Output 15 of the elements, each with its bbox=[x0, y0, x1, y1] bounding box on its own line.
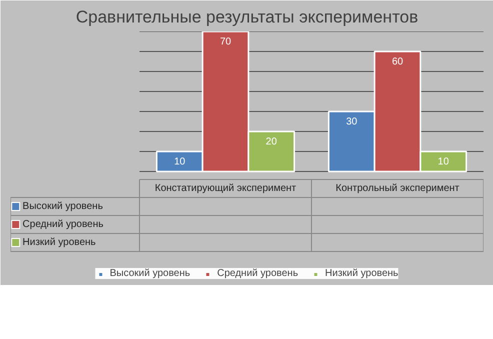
text: Высокий уровень bbox=[110, 268, 190, 279]
text: Низкий уровень bbox=[22, 237, 96, 248]
data-label: 30 bbox=[346, 116, 358, 128]
legend-label: Средний уровень bbox=[217, 268, 298, 279]
chart-title: Сравнительные результаты экспериментов bbox=[76, 8, 418, 26]
data-label: 60 bbox=[392, 56, 404, 68]
data-label: 10 bbox=[174, 156, 186, 168]
data-label: 10 bbox=[438, 156, 450, 168]
legend-label: Высокий уровень bbox=[22, 201, 103, 212]
data-label: 70 bbox=[220, 36, 232, 48]
x-tick-label: Констатирующий эксперимент bbox=[154, 183, 297, 194]
data-label: 20 bbox=[266, 136, 278, 148]
text: Средний уровень bbox=[22, 219, 104, 230]
x-tick-label: Контрольный эксперимент bbox=[336, 183, 460, 194]
legend-label: Низкий уровень bbox=[325, 268, 398, 279]
